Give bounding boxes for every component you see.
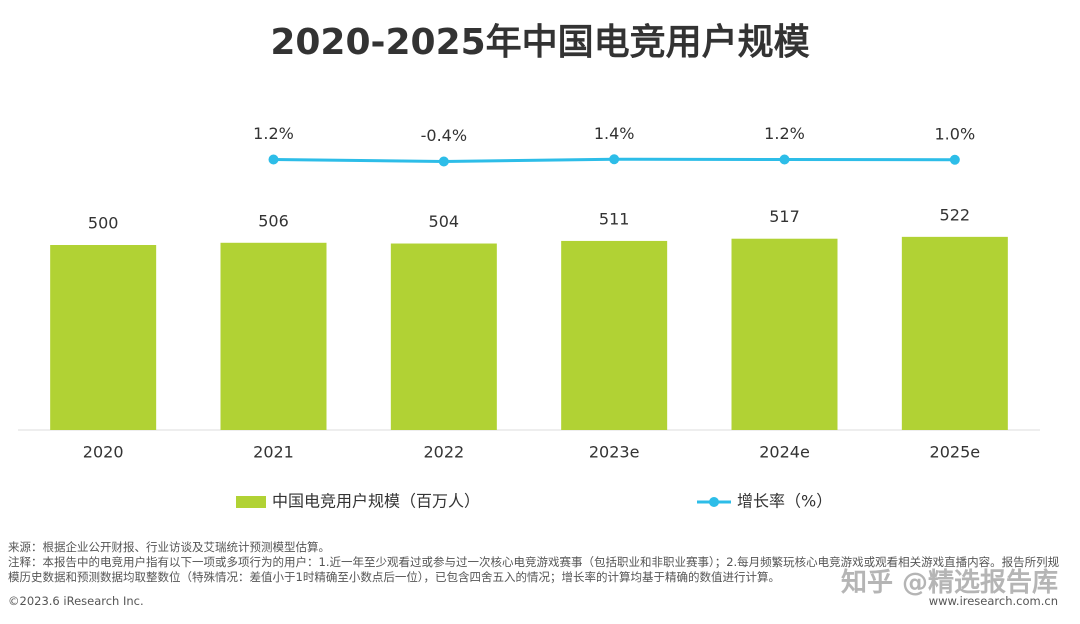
point <box>438 156 449 167</box>
legend-dot <box>709 497 719 507</box>
bar <box>390 243 497 430</box>
legend-swatch <box>236 496 266 508</box>
website: www.iresearch.com.cn <box>928 594 1058 608</box>
x-tick-label: 2020 <box>83 443 124 462</box>
data-label: 511 <box>599 209 630 228</box>
data-label: 500 <box>88 214 119 233</box>
bar <box>561 240 668 430</box>
data-label: 522 <box>940 205 971 224</box>
watermark: 知乎 @精选报告库 <box>840 568 1058 598</box>
note: 注释：本报告中的电竞用户指有以下一项或多项行为的用户：1.近一年至少观看过或参与… <box>8 555 1060 584</box>
data-label: 1.0% <box>935 124 976 143</box>
point <box>609 154 620 165</box>
point <box>268 154 279 165</box>
data-label: -0.4% <box>421 126 467 145</box>
source: 来源：根据企业公开财报、行业访谈及艾瑞统计预测模型估算。 <box>8 540 330 554</box>
x-tick-label: 2021 <box>253 443 294 462</box>
bar <box>220 242 327 430</box>
bar <box>731 238 838 430</box>
chart-title: 2020-2025年中国电竞用户规模 <box>270 22 809 63</box>
chart: 2020-2025年中国电竞用户规模 中国电竞用户规模（百万人） 增长率（%） … <box>18 22 1040 511</box>
data-label: 1.4% <box>594 124 635 143</box>
data-label: 504 <box>429 212 460 231</box>
x-tick-label: 2025e <box>930 443 981 462</box>
legend-label: 中国电竞用户规模（百万人） <box>272 492 480 511</box>
data-label: 517 <box>769 207 800 226</box>
point <box>779 154 790 165</box>
data-label: 1.2% <box>253 124 294 143</box>
bar <box>50 245 157 430</box>
x-tick-label: 2023e <box>589 443 640 462</box>
x-tick-label: 2024e <box>759 443 810 462</box>
copyright: ©2023.6 iResearch Inc. <box>8 594 144 608</box>
data-label: 506 <box>258 211 289 230</box>
x-tick-label: 2022 <box>423 443 464 462</box>
data-label: 1.2% <box>764 124 805 143</box>
bar <box>901 236 1008 430</box>
point <box>949 154 960 165</box>
legend-label: 增长率（%） <box>737 492 832 511</box>
